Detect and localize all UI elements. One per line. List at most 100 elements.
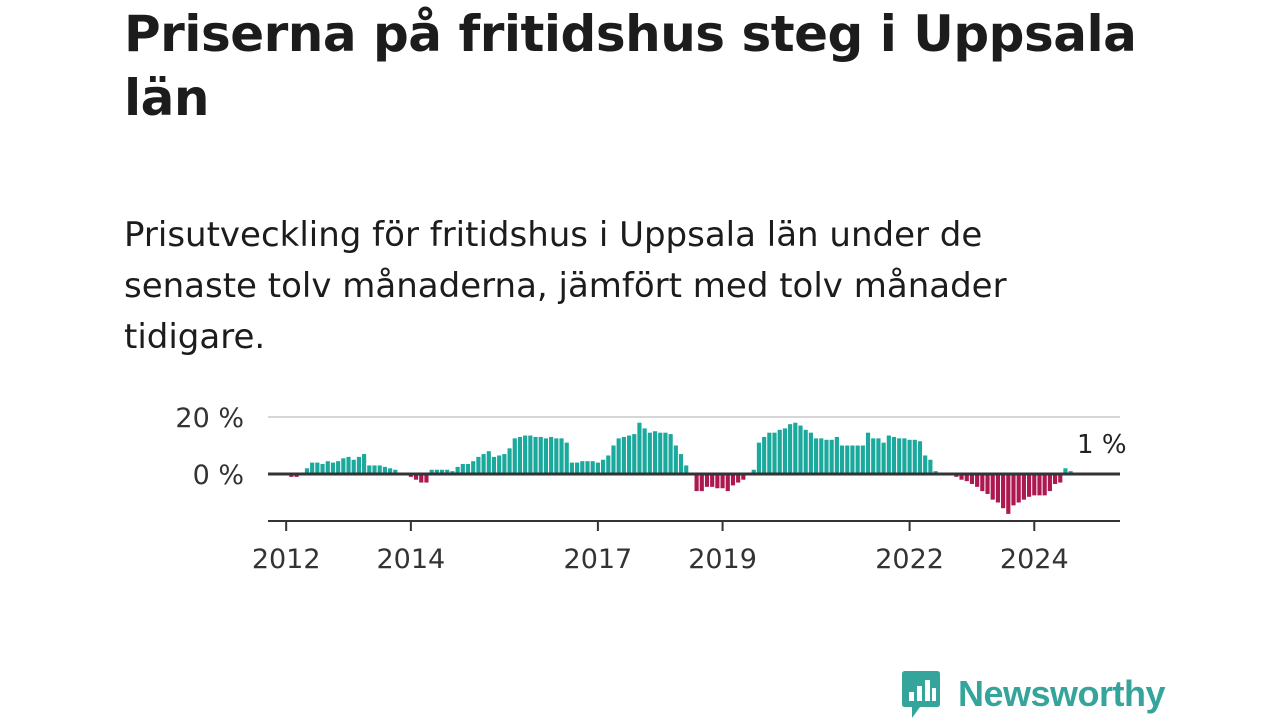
price-change-chart: 20 % 0 % 2012 2014 2017 2019 2022 2024 1 % (175, 403, 1126, 575)
bar-positive (590, 461, 595, 475)
bar-positive (839, 445, 845, 474)
bar-positive (523, 435, 528, 474)
bar-negative (736, 474, 741, 483)
bar-positive (491, 456, 497, 474)
bar-negative (1037, 474, 1042, 496)
bar-positive (616, 438, 621, 475)
bar-positive (829, 439, 834, 474)
bar-positive (860, 445, 865, 474)
bar-positive (632, 434, 637, 474)
bar-positive (663, 432, 668, 475)
brand-name: Newsworthy (958, 673, 1166, 714)
bar-positive (684, 465, 689, 474)
bar-negative (969, 474, 975, 484)
bar-positive (923, 455, 928, 475)
bar-positive (1063, 468, 1068, 474)
bar-positive (606, 455, 611, 475)
bar-positive (658, 432, 663, 475)
bar-positive (372, 465, 377, 474)
bar-positive (367, 465, 372, 474)
bar-positive (834, 436, 839, 474)
x-tick-label: 2017 (564, 544, 633, 575)
bar-positive (341, 458, 346, 474)
bar-positive (897, 438, 902, 475)
bar-positive (876, 438, 881, 475)
bar-positive (559, 438, 564, 475)
bar-positive (465, 464, 471, 474)
bar-negative (1006, 474, 1011, 514)
bar-positive (788, 424, 793, 475)
bar-positive (497, 455, 502, 475)
bar-negative (985, 474, 990, 494)
bar-positive (652, 431, 658, 474)
bar-positive (793, 422, 798, 474)
bar-negative (995, 474, 1000, 503)
bar-positive (668, 434, 673, 474)
bar-positive (320, 464, 325, 474)
x-tick-label: 2022 (875, 544, 944, 575)
bar-negative (741, 474, 746, 480)
bar-positive (481, 454, 486, 474)
bar-positive (549, 436, 554, 474)
bar-positive (891, 436, 897, 474)
bar-positive (751, 469, 756, 475)
bar-positive (517, 436, 523, 474)
bar-positive (871, 438, 876, 475)
bar-positive (569, 462, 574, 474)
bar-positive (756, 442, 762, 474)
bar-positive (917, 441, 923, 474)
chart-subtitle: Prisutveckling för fritidshus i Uppsala … (124, 215, 1007, 357)
bar-positive (762, 436, 767, 474)
bar-positive (388, 468, 393, 474)
bar-positive (808, 432, 813, 475)
bar-positive (445, 469, 450, 475)
bar-positive (362, 454, 367, 474)
bar-positive (512, 438, 517, 475)
bar-positive (678, 454, 684, 474)
bar-positive (460, 464, 465, 474)
tick-labels: 20 % 0 % 2012 2014 2017 2019 2022 2024 1 % (175, 403, 1126, 575)
bar-negative (699, 474, 704, 492)
bar-positive (356, 456, 361, 474)
bar-positive (642, 428, 647, 474)
bar-positive (647, 432, 652, 475)
bar-positive (881, 442, 886, 474)
bar-positive (855, 445, 860, 474)
bar-positive (330, 462, 336, 474)
bar-positive (767, 432, 772, 475)
bar-negative (1016, 474, 1021, 503)
bar-negative (419, 474, 424, 483)
bar-positive (543, 438, 549, 475)
bar-positive (798, 425, 803, 474)
x-tick-label: 2024 (1000, 544, 1069, 575)
bar-positive (777, 429, 782, 474)
bar-positive (486, 451, 491, 474)
bar-positive (564, 442, 569, 474)
bar-positive (315, 462, 320, 474)
bar-positive (595, 462, 600, 474)
bar-positive (325, 461, 330, 475)
bar-positive (351, 459, 356, 474)
bar-negative (424, 474, 429, 483)
bar-negative (730, 474, 736, 486)
bar-negative (704, 474, 710, 487)
bar-positive (439, 469, 445, 475)
bar-negative (1047, 474, 1052, 492)
bar-negative (694, 474, 699, 492)
bar-positive (538, 436, 543, 474)
bar-negative (1032, 474, 1037, 496)
axes (268, 472, 1120, 531)
bar-positive (673, 445, 678, 474)
bar-positive (621, 436, 626, 474)
bar-positive (580, 461, 585, 475)
bar-positive (772, 432, 777, 475)
x-tick-label: 2019 (688, 544, 757, 575)
bar-positive (803, 429, 808, 474)
bar-positive (611, 445, 616, 474)
bar-positive (850, 445, 855, 474)
bar-positive (528, 435, 533, 474)
bar-positive (585, 461, 590, 475)
bar-positive (819, 438, 824, 475)
bar-negative (980, 474, 985, 492)
bar-positive (554, 438, 559, 475)
